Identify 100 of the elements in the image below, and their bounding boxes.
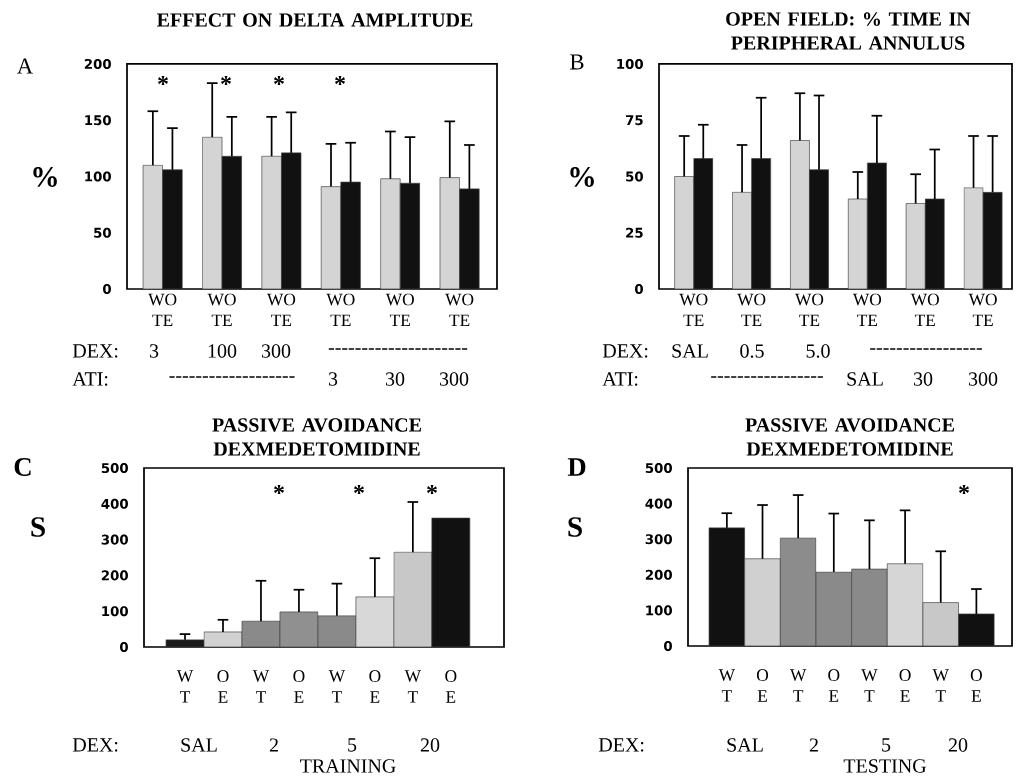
text: 20 [948,738,968,752]
text: ------------------- [169,376,295,378]
chart-title: OPEN FIELD: % TIME IN PERIPHERAL ANNULUS [726,12,971,50]
text: ----------------- [870,348,982,350]
text: 20 [420,738,440,752]
x-tick-label: W T [252,670,270,703]
chart-title: PASSIVE AVOIDANCE DEXMEDETOMIDINE [212,418,421,456]
chart-title: PASSIVE AVOIDANCE DEXMEDETOMIDINE [745,418,954,456]
annotation: * [221,76,231,86]
x-tick-label: O E [445,670,457,703]
y-axis-title: % [570,167,594,187]
annotation: * [427,485,438,495]
text: ATI: [72,372,108,386]
text: SAL [727,738,763,752]
text: DEX: [72,344,118,358]
text: --------------------- [328,348,468,350]
text: 3 [149,344,159,358]
y-tick-label: 500 [101,462,128,474]
x-tick-label: WO TE [385,293,414,326]
y-axis-title: % [33,167,57,187]
x-tick-label: W T [718,669,736,702]
x-tick-label: W T [176,670,194,703]
text: 5 [882,738,891,752]
y-tick-label: 0 [635,283,643,295]
y-tick-label: 200 [645,569,672,580]
text: DEX: [598,738,644,752]
y-tick-label: 400 [101,498,128,509]
text: A [17,58,34,74]
y-tick-label: 150 [85,115,111,126]
text: ----------------- [711,376,823,378]
x-tick-label: W T [932,669,949,702]
x-axis-title: TESTING [843,759,927,773]
y-tick-label: 100 [85,171,111,182]
y-tick-label: 300 [101,534,128,545]
x-tick-label: WO TE [148,293,177,326]
x-tick-label: W T [790,669,807,702]
x-tick-label: WO TE [968,293,997,326]
x-tick-label: O E [828,669,840,702]
text: D [567,458,586,476]
text: SAL [847,372,883,386]
annotation: * [959,485,970,495]
y-tick-label: 75 [625,115,643,126]
annotation: * [158,76,168,86]
x-tick-label: O E [217,670,229,703]
text: 3 [328,372,338,386]
y-tick-label: 50 [626,171,643,182]
x-tick-label: O E [369,670,381,703]
text: 100 [208,344,237,358]
text: DEX: [72,738,118,752]
text: DEX: [602,344,648,358]
annotation: * [274,485,284,495]
text: SAL [672,344,708,358]
x-tick-label: O E [756,669,769,702]
y-tick-label: 200 [101,570,128,581]
y-tick-label: 100 [617,58,643,70]
x-tick-label: WO TE [326,293,355,326]
x-tick-label: O E [293,670,305,703]
text: 5 [348,738,357,752]
text: B [570,54,584,70]
text: 300 [439,372,469,386]
x-tick-label: WO TE [795,293,824,326]
chart-title: EFFECT ON DELTA AMPLITUDE [156,13,473,27]
x-tick-label: WO TE [679,293,708,326]
y-tick-label: 0 [664,640,672,652]
y-tick-label: 0 [102,283,111,295]
x-tick-label: W T [861,669,878,702]
annotation: * [354,485,365,495]
text: SAL [181,738,217,752]
text: 30 [913,372,933,386]
y-tick-label: 500 [645,462,672,474]
y-tick-label: 200 [84,58,111,70]
text: C [14,458,31,476]
y-axis-title: S [568,517,582,537]
x-tick-label: O E [899,669,911,702]
y-axis-title: S [31,517,45,537]
x-tick-label: WO TE [852,293,882,326]
y-tick-label: 300 [645,534,672,545]
text: 2 [809,738,818,752]
x-tick-label: WO TE [207,293,236,326]
text: ATI: [602,372,638,386]
x-tick-label: WO TE [910,293,939,326]
x-axis-title: TRAINING [300,759,396,773]
text: 30 [385,372,405,386]
text: 300 [968,372,998,386]
text: 300 [261,344,291,358]
x-tick-label: W T [328,670,346,703]
annotation: * [335,76,345,86]
text: 5.0 [806,344,830,358]
y-tick-label: 25 [626,227,643,238]
x-tick-label: WO TE [267,293,296,326]
x-tick-label: WO TE [445,293,474,326]
x-tick-label: W T [404,670,422,703]
y-tick-label: 50 [94,227,111,238]
y-tick-label: 400 [645,498,672,509]
y-tick-label: 0 [120,641,128,653]
y-tick-label: 100 [646,605,672,616]
y-tick-label: 100 [102,606,128,617]
annotation: * [274,76,284,86]
text: 0.5 [740,344,764,358]
x-tick-label: WO TE [737,293,766,326]
